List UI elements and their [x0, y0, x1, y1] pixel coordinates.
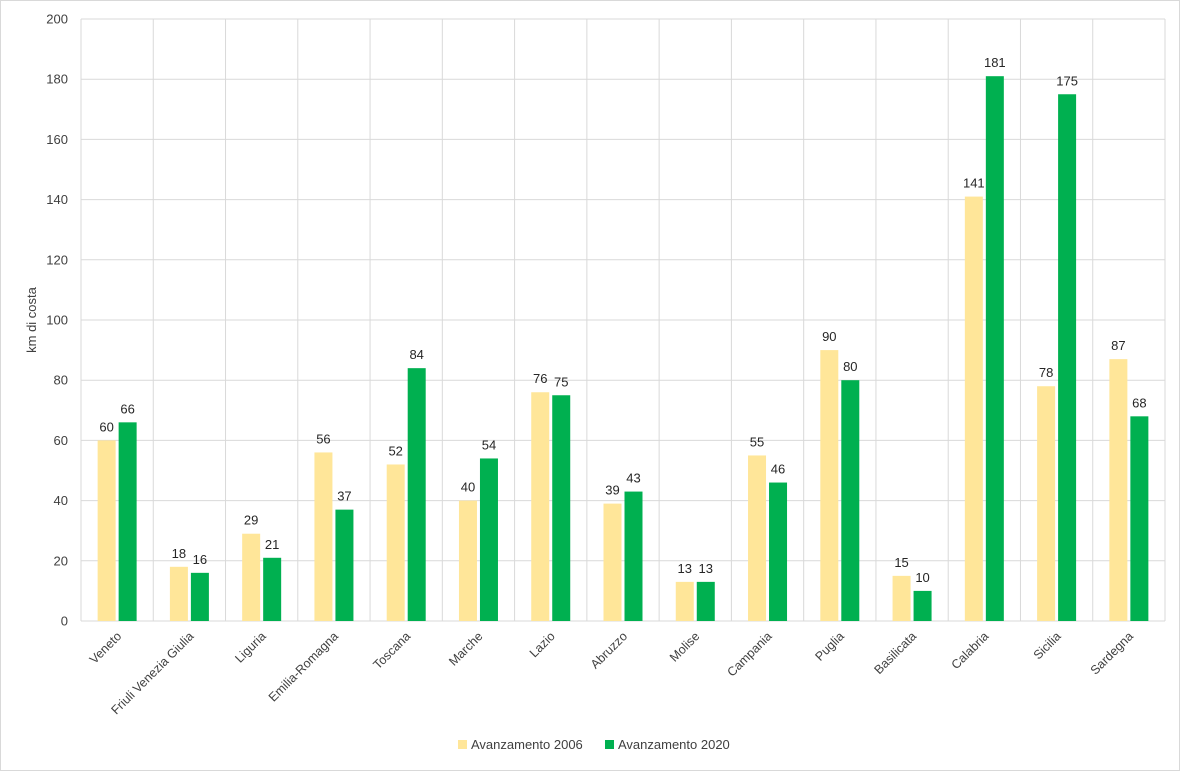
bar-2006-13	[1037, 386, 1056, 621]
category-label: Calabria	[949, 629, 992, 672]
bar-2020-3	[335, 509, 354, 621]
bar-2006-10	[820, 350, 839, 621]
category-label: Lazio	[527, 629, 558, 660]
data-label: 46	[771, 462, 785, 477]
data-label: 13	[678, 561, 692, 576]
legend-swatch	[458, 740, 467, 749]
bar-2020-8	[696, 581, 715, 621]
data-label: 87	[1111, 338, 1125, 353]
bar-2020-1	[190, 572, 209, 621]
bar-2006-2	[242, 533, 261, 621]
bar-2020-0	[118, 422, 137, 621]
data-label: 55	[750, 434, 764, 449]
category-label: Toscana	[370, 629, 413, 672]
data-label: 78	[1039, 365, 1053, 380]
data-label: 75	[554, 374, 568, 389]
data-label: 54	[482, 437, 496, 452]
category-label: Campania	[724, 629, 774, 679]
data-label: 60	[99, 419, 113, 434]
y-tick-label: 160	[46, 132, 68, 147]
data-label: 56	[316, 431, 330, 446]
bar-2020-10	[841, 380, 860, 621]
bar-2006-8	[675, 581, 694, 621]
bar-2006-12	[964, 196, 983, 621]
data-label: 13	[699, 561, 713, 576]
bar-2006-7	[603, 503, 622, 621]
bar-2020-14	[1130, 416, 1149, 621]
bar-2006-6	[531, 392, 550, 621]
data-label: 43	[626, 471, 640, 486]
data-labels: 60 18 29 56 52 40 76 39 13 55 90 15 141 78 87 66 16 21 37 8…	[99, 55, 1146, 585]
y-tick-label: 120	[46, 252, 68, 267]
bar-2006-4	[386, 464, 405, 621]
bar-2020-11	[913, 590, 932, 621]
bars	[97, 76, 1149, 621]
bar-2006-3	[314, 452, 333, 621]
data-label: 21	[265, 537, 279, 552]
category-label: Molise	[667, 629, 702, 664]
bar-2020-2	[263, 557, 282, 621]
data-label: 10	[915, 570, 929, 585]
category-label: Veneto	[87, 629, 124, 666]
data-label: 52	[388, 443, 402, 458]
data-label: 29	[244, 513, 258, 528]
bar-2020-5	[479, 458, 498, 621]
category-label: Puglia	[812, 629, 847, 664]
legend-label: Avanzamento 2020	[618, 737, 730, 752]
y-axis-title: km di costa	[24, 286, 39, 353]
bar-2020-12	[985, 76, 1004, 621]
category-label: Abruzzo	[588, 629, 630, 671]
legend-swatch	[605, 740, 614, 749]
data-label: 90	[822, 329, 836, 344]
data-label: 175	[1056, 73, 1078, 88]
category-label: Basilicata	[871, 629, 919, 677]
y-tick-label: 0	[61, 614, 68, 629]
bar-2020-4	[407, 368, 426, 621]
data-label: 37	[337, 489, 351, 504]
bar-2006-0	[97, 440, 116, 621]
bar-2020-9	[769, 482, 788, 621]
bar-2006-1	[169, 566, 188, 621]
data-label: 181	[984, 55, 1006, 70]
data-label: 68	[1132, 395, 1146, 410]
legend: Avanzamento 2006 Avanzamento 2020	[458, 737, 730, 752]
gridlines	[80, 18, 1166, 622]
category-label: Sicilia	[1031, 629, 1064, 662]
y-tick-label: 60	[54, 433, 68, 448]
bar-2006-9	[748, 455, 767, 621]
data-label: 15	[894, 555, 908, 570]
data-label: 80	[843, 359, 857, 374]
y-tick-label: 80	[54, 373, 68, 388]
data-label: 18	[172, 546, 186, 561]
bar-2020-7	[624, 491, 643, 621]
bar-2006-14	[1109, 359, 1128, 621]
category-label: Liguria	[232, 629, 268, 665]
y-tick-label: 140	[46, 192, 68, 207]
bar-2006-5	[458, 500, 477, 621]
data-label: 66	[120, 401, 134, 416]
bar-2020-6	[552, 395, 571, 621]
bar-2020-13	[1058, 94, 1077, 621]
category-label: Sardegna	[1088, 629, 1136, 677]
y-tick-label: 20	[54, 553, 68, 568]
y-axis-tick-labels: 0 20 40 60 80 100 120 140 160 180 200	[46, 12, 68, 629]
y-tick-label: 200	[46, 12, 68, 27]
data-label: 39	[605, 483, 619, 498]
data-label: 76	[533, 371, 547, 386]
category-label: Friuli Venezia Giulia	[109, 629, 197, 717]
legend-label: Avanzamento 2006	[471, 737, 583, 752]
data-label: 40	[461, 480, 475, 495]
y-tick-label: 180	[46, 72, 68, 87]
data-label: 84	[409, 347, 423, 362]
y-tick-label: 100	[46, 313, 68, 328]
category-label: Emilia-Romagna	[266, 629, 341, 704]
category-label: Marche	[446, 629, 485, 668]
data-label: 16	[193, 552, 207, 567]
data-label: 141	[963, 176, 985, 191]
bar-2006-11	[892, 575, 911, 621]
y-tick-label: 40	[54, 493, 68, 508]
